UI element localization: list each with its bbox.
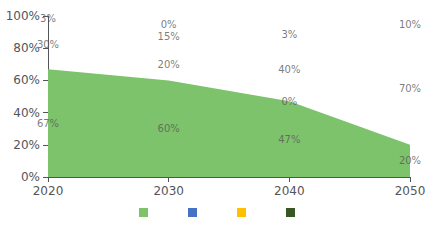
svg-text:20%: 20%	[399, 155, 421, 166]
svg-text:0%: 0%	[161, 19, 177, 30]
svg-text:40%: 40%	[13, 105, 40, 120]
svg-text:15%: 15%	[158, 31, 180, 42]
svg-text:47%: 47%	[278, 134, 300, 145]
svg-text:0%: 0%	[281, 96, 297, 107]
svg-text:40%: 40%	[278, 64, 300, 75]
svg-text:3%: 3%	[40, 13, 56, 24]
svg-text:2020: 2020	[33, 184, 64, 198]
svg-text:60%: 60%	[13, 73, 40, 87]
svg-text:20%: 20%	[158, 59, 180, 70]
svg-text:20%: 20%	[13, 138, 40, 152]
svg-text:3%: 3%	[281, 29, 297, 40]
svg-text:0%: 0%	[21, 170, 40, 184]
svg-text:80%: 80%	[13, 41, 40, 56]
svg-text:70%: 70%	[399, 83, 421, 94]
svg-text:60%: 60%	[158, 123, 180, 134]
svg-text:2030: 2030	[153, 184, 184, 198]
svg-text:2050: 2050	[395, 184, 426, 198]
svg-text:10%: 10%	[399, 19, 421, 30]
svg-text:100%: 100%	[6, 9, 40, 23]
svg-text:67%: 67%	[37, 118, 59, 129]
svg-text:2040: 2040	[274, 184, 305, 198]
svg-text:30%: 30%	[37, 39, 59, 50]
